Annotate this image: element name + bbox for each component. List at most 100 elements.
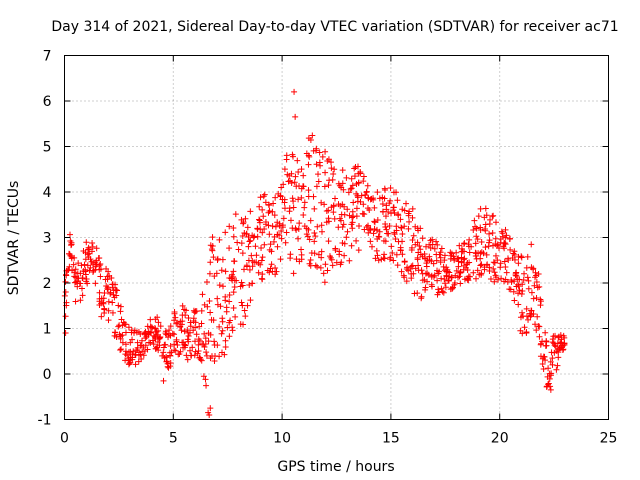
data-point xyxy=(150,341,157,348)
data-point xyxy=(466,259,473,266)
grid xyxy=(64,55,609,420)
data-point xyxy=(206,298,213,304)
data-point xyxy=(167,323,174,330)
data-point xyxy=(230,268,237,275)
data-point xyxy=(353,205,360,212)
data-point xyxy=(290,204,297,211)
data-point xyxy=(282,239,289,246)
data-point xyxy=(277,256,284,263)
data-point xyxy=(92,280,99,287)
data-point xyxy=(62,330,69,337)
data-point xyxy=(415,267,422,274)
data-point xyxy=(290,270,297,277)
data-point xyxy=(262,218,269,225)
data-point xyxy=(66,263,73,270)
data-point xyxy=(162,330,169,337)
data-point xyxy=(255,269,262,276)
data-point xyxy=(348,175,355,182)
data-point xyxy=(307,137,314,144)
data-point xyxy=(165,334,172,341)
data-point xyxy=(319,153,326,160)
data-point xyxy=(428,281,435,288)
data-point xyxy=(283,229,290,236)
data-point xyxy=(203,349,210,356)
data-point xyxy=(349,214,356,221)
data-point xyxy=(232,313,239,320)
data-point xyxy=(219,318,226,325)
data-point xyxy=(442,280,449,287)
data-point xyxy=(549,355,556,362)
data-point xyxy=(486,239,493,246)
data-point xyxy=(390,189,397,196)
data-point xyxy=(511,251,518,258)
data-point xyxy=(381,251,388,258)
data-point xyxy=(125,324,132,331)
data-point xyxy=(355,180,362,187)
data-point xyxy=(286,205,293,212)
data-point xyxy=(121,321,128,328)
data-point xyxy=(416,243,423,250)
x-tick-label: 5 xyxy=(169,431,178,447)
data-point xyxy=(515,301,522,308)
data-point xyxy=(157,323,164,330)
data-point xyxy=(421,276,428,283)
y-tick-label: -1 xyxy=(38,413,52,429)
data-point xyxy=(365,222,372,229)
data-point xyxy=(272,264,279,271)
data-point xyxy=(356,223,363,230)
data-point xyxy=(230,289,237,296)
data-point xyxy=(222,293,229,300)
data-point xyxy=(192,324,199,331)
data-point xyxy=(534,284,541,291)
data-point xyxy=(523,264,530,271)
data-point xyxy=(438,285,445,292)
data-point xyxy=(423,243,430,250)
data-point xyxy=(62,278,69,285)
data-point xyxy=(164,363,171,370)
data-point xyxy=(129,336,136,343)
data-point xyxy=(195,341,202,348)
data-point xyxy=(427,237,434,244)
data-point xyxy=(264,267,271,274)
data-point xyxy=(315,178,322,185)
data-point xyxy=(218,330,225,337)
data-point xyxy=(371,218,378,225)
data-point xyxy=(226,333,233,340)
data-point xyxy=(199,291,206,298)
data-point xyxy=(97,266,104,273)
data-point xyxy=(143,333,150,340)
data-point xyxy=(72,298,79,305)
data-point xyxy=(214,301,221,308)
data-point xyxy=(309,132,316,139)
data-point xyxy=(139,348,146,355)
data-point xyxy=(181,328,188,335)
data-point xyxy=(246,266,253,273)
data-point xyxy=(348,185,355,192)
data-point xyxy=(311,205,318,212)
data-points xyxy=(61,88,568,418)
data-point xyxy=(113,292,120,299)
data-point xyxy=(253,252,260,259)
data-point xyxy=(207,309,214,316)
data-point xyxy=(361,211,368,218)
data-point xyxy=(116,331,123,338)
data-point xyxy=(333,259,340,266)
data-point xyxy=(398,268,405,275)
data-point xyxy=(371,219,378,226)
data-point xyxy=(196,337,203,344)
data-point xyxy=(353,190,360,197)
data-point xyxy=(482,244,489,251)
data-point xyxy=(95,255,102,262)
data-point xyxy=(434,277,441,284)
data-point xyxy=(239,250,246,257)
data-point xyxy=(445,277,452,284)
data-point xyxy=(247,297,254,304)
y-tick-label: 1 xyxy=(43,322,52,338)
data-point xyxy=(441,257,448,264)
data-point xyxy=(247,237,254,244)
data-point xyxy=(161,355,168,362)
data-point xyxy=(119,339,126,346)
data-point xyxy=(312,147,319,154)
x-tick-label: 0 xyxy=(60,431,69,447)
data-point xyxy=(450,284,457,291)
